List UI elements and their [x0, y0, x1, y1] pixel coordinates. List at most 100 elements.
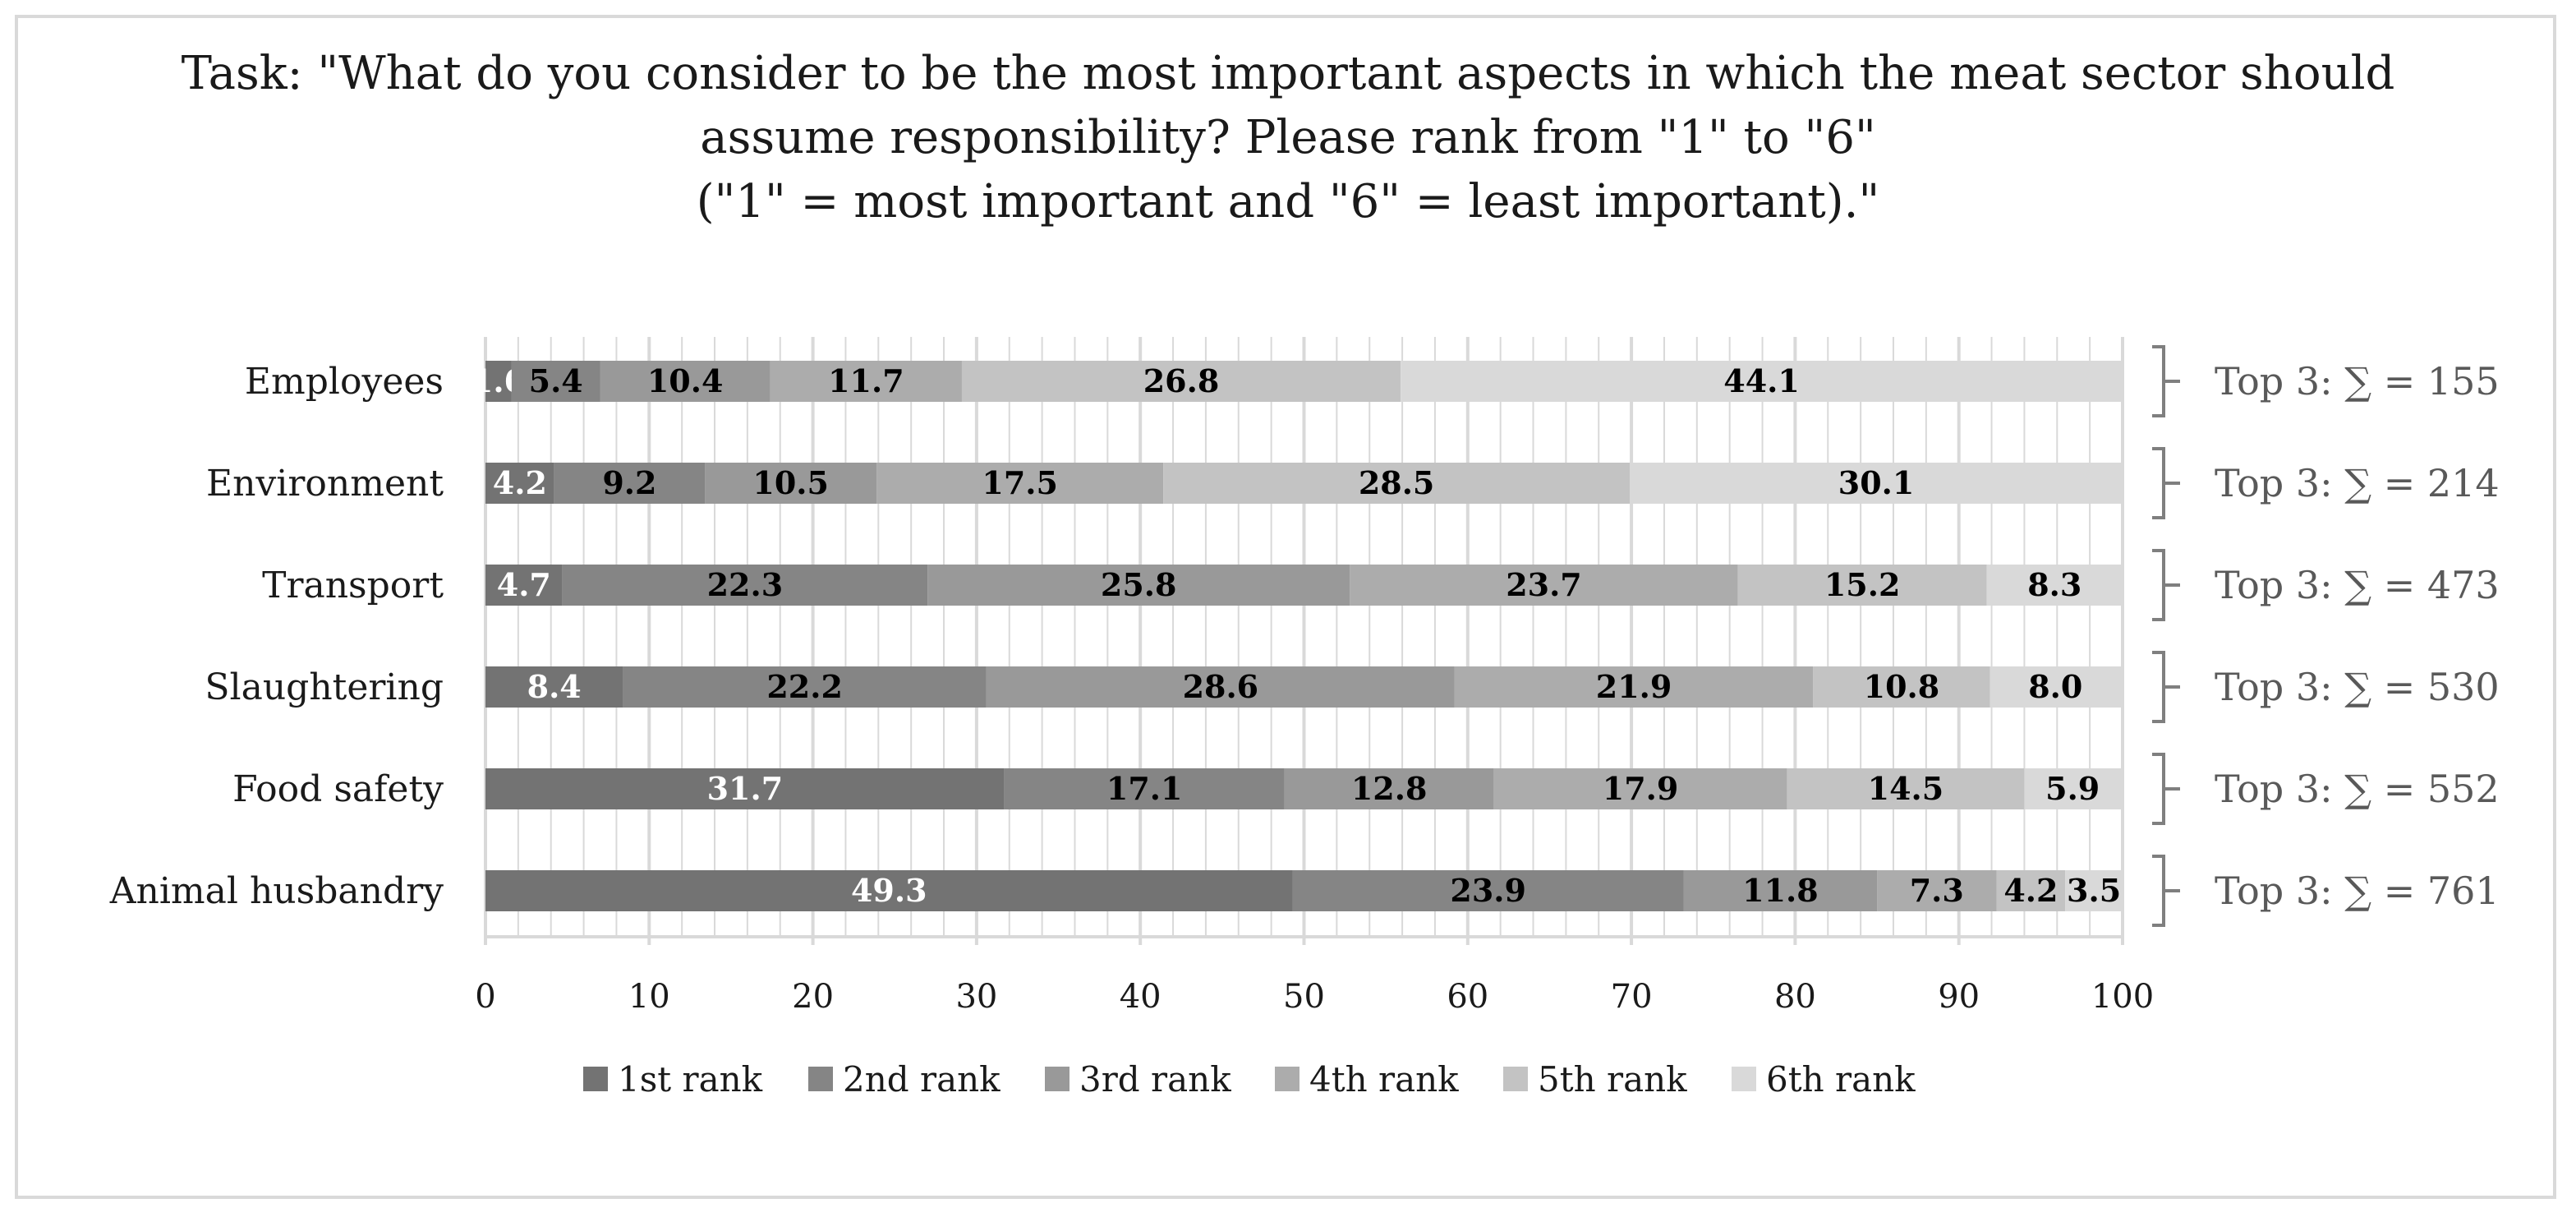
x-tick-label: 50	[1283, 978, 1325, 1016]
bar-value-label: 26.8	[1143, 362, 1220, 399]
bar-value-label: 23.9	[1450, 872, 1526, 909]
bar-segment	[1163, 463, 1631, 504]
bar-value-label: 28.5	[1359, 464, 1435, 501]
chart-frame	[15, 15, 2556, 1199]
bar-segment	[1877, 870, 1997, 911]
x-tick-label: 0	[475, 978, 495, 1016]
bar-value-label: 44.1	[1723, 362, 1800, 399]
bar-value-label: 17.9	[1603, 770, 1679, 807]
bar-segment	[485, 768, 1005, 809]
bar-segment	[961, 361, 1401, 402]
bar-value-label: 5.9	[2045, 770, 2100, 807]
bar-segment	[1787, 768, 2025, 809]
top3-sum-label: Top 3: ∑ = 530	[2215, 665, 2500, 709]
legend-label: 1st rank	[618, 1059, 763, 1099]
category-label: Slaughtering	[205, 666, 444, 708]
top3-bracket	[2152, 447, 2180, 519]
bar-value-label: 9.2	[602, 464, 656, 501]
x-tick-label: 90	[1938, 978, 1980, 1016]
bar-value-label: 8.0	[2028, 668, 2082, 705]
category-label: Environment	[206, 463, 444, 505]
x-tick-label: 30	[955, 978, 997, 1016]
category-label: Food safety	[232, 768, 444, 810]
category-label: Transport	[262, 565, 444, 606]
legend-swatch	[1503, 1067, 1528, 1091]
bar-value-label: 4.2	[493, 464, 547, 501]
top3-bracket	[2152, 753, 2180, 825]
bar-value-label: 23.7	[1506, 566, 1582, 603]
bar-value-label: 4.2	[2003, 872, 2058, 909]
legend-swatch	[1732, 1067, 1756, 1091]
bar-value-label: 5.4	[529, 362, 583, 399]
bar-segment	[1737, 565, 1987, 606]
legend-swatch	[1045, 1067, 1070, 1091]
bar-value-label: 17.1	[1106, 770, 1183, 807]
x-tick-label: 100	[2091, 978, 2154, 1016]
bar-segment	[1630, 463, 2123, 504]
bar-value-label: 30.1	[1838, 464, 1915, 501]
bar-segment	[485, 870, 1293, 911]
x-tick-label: 20	[792, 978, 834, 1016]
bar-value-label: 10.8	[1864, 668, 1940, 705]
bar-segment	[511, 361, 600, 402]
category-label: Employees	[245, 361, 444, 403]
x-tick-label: 40	[1120, 978, 1162, 1016]
legend-label: 4th rank	[1309, 1059, 1459, 1099]
bar-segment	[2065, 870, 2123, 911]
bar-segment	[2024, 768, 2122, 809]
legend-label: 6th rank	[1766, 1059, 1916, 1099]
bar-segment	[554, 463, 706, 504]
bar-segment	[485, 361, 512, 402]
top3-sum-label: Top 3: ∑ = 761	[2215, 869, 2500, 913]
bar-segment	[1350, 565, 1738, 606]
bar-value-label: 15.2	[1824, 566, 1901, 603]
bar-segment	[485, 463, 554, 504]
bar-value-label: 11.8	[1742, 872, 1819, 909]
x-tick-label: 10	[628, 978, 670, 1016]
bar-value-label: 21.9	[1596, 668, 1672, 705]
top3-bracket	[2152, 345, 2180, 417]
bar-value-label: 14.5	[1868, 770, 1944, 807]
legend-label: 5th rank	[1538, 1059, 1687, 1099]
legend-swatch	[1275, 1067, 1300, 1091]
bar-value-label: 22.2	[766, 668, 843, 705]
legend-swatch	[583, 1067, 608, 1091]
bar-value-label: 3.5	[2067, 872, 2121, 909]
x-tick-label: 70	[1611, 978, 1653, 1016]
x-tick-label: 60	[1447, 978, 1488, 1016]
legend-label: 3rd rank	[1079, 1059, 1231, 1099]
bar-value-label: 8.4	[527, 668, 582, 705]
bar-value-label: 49.3	[851, 872, 927, 909]
bar-segment	[770, 361, 962, 402]
bar-segment	[1996, 870, 2066, 911]
bar-segment	[1986, 565, 2123, 606]
category-label: Animal husbandry	[109, 870, 444, 912]
bar-segment	[1683, 870, 1878, 911]
top3-bracket	[2152, 549, 2180, 621]
bar-segment	[1454, 666, 1814, 708]
top3-sum-label: Top 3: ∑ = 214	[2215, 461, 2500, 505]
bar-segment	[485, 666, 623, 708]
bar-value-label: 17.5	[982, 464, 1058, 501]
bar-value-label: 7.3	[1910, 872, 1964, 909]
bar-value-label: 4.7	[497, 566, 551, 603]
bar-segment	[1284, 768, 1494, 809]
chart-title-line: ("1" = most important and "6" = least im…	[697, 175, 1879, 228]
bar-segment	[1004, 768, 1285, 809]
top3-bracket	[2152, 651, 2180, 723]
bar-segment	[705, 463, 877, 504]
top3-sum-label: Top 3: ∑ = 473	[2215, 563, 2500, 607]
bar-value-label: 10.5	[752, 464, 829, 501]
chart-title-line: assume responsibility? Please rank from …	[700, 111, 1875, 164]
bar-segment	[986, 666, 1455, 708]
top3-sum-label: Top 3: ∑ = 155	[2215, 359, 2500, 403]
bar-segment	[485, 565, 563, 606]
bar-value-label: 22.3	[707, 566, 784, 603]
bar-segment	[1813, 666, 1990, 708]
bar-segment	[600, 361, 770, 402]
bar-value-label: 28.6	[1183, 668, 1259, 705]
bar-segment	[927, 565, 1350, 606]
bar-segment	[623, 666, 987, 708]
bar-value-label: 25.8	[1101, 566, 1177, 603]
bar-value-label: 8.3	[2027, 566, 2082, 603]
